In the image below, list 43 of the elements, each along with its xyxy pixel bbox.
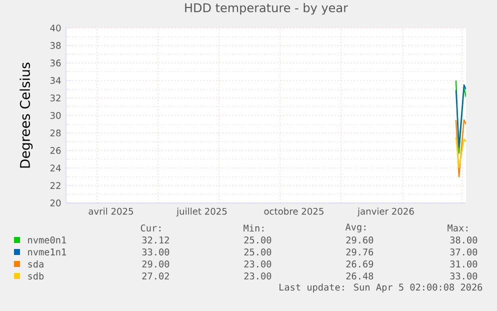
text: Cur:	[140, 224, 160, 232]
y-tick-label: 32	[50, 94, 60, 102]
y-tick-label: 30	[50, 112, 61, 119]
text: 33.00	[142, 248, 170, 256]
text: 37.00	[450, 248, 478, 256]
text: 27.02	[142, 272, 169, 280]
text: 29.60	[346, 236, 374, 244]
y-tick-label: 22	[50, 182, 60, 189]
x-tick-label: octobre 2025	[264, 208, 324, 215]
y-tick-label: 20	[50, 200, 61, 206]
x-tick-label: avril 2025	[88, 208, 134, 215]
y-tick-label: 28	[50, 130, 61, 136]
text: 29.76	[346, 248, 374, 256]
line-series	[455, 136, 466, 169]
chart-title: HDD temperature - by year	[185, 3, 348, 15]
text: Max:	[448, 224, 468, 232]
text: Min:	[244, 224, 264, 232]
text: 23.00	[244, 260, 272, 268]
text: 31.00	[450, 260, 478, 268]
text: 26.48	[346, 272, 374, 280]
text: 23.00	[244, 272, 272, 280]
y-tick-label: 24	[50, 164, 61, 172]
y-tick-label: 40	[50, 24, 61, 32]
text: 29.00	[142, 260, 170, 268]
legend-label: sdb	[28, 272, 44, 280]
legend-label: sda	[28, 260, 44, 268]
legend-label: nvme0n1	[28, 236, 66, 244]
text: 25.00	[244, 248, 272, 256]
text: 38.00	[450, 236, 478, 244]
text: 26.69	[346, 260, 374, 268]
y-tick-label: 34	[50, 77, 61, 84]
legend-label: nvme1n1	[28, 248, 66, 256]
y-tick-label: 38	[50, 42, 61, 49]
text: Last update: Sun Apr 5 02:00:08 2026	[280, 283, 482, 293]
x-tick-label: janvier 2026	[357, 208, 414, 216]
text: 25.00	[244, 236, 272, 244]
y-axis-title: Degrees Celsius	[20, 62, 33, 168]
text: 32.12	[142, 236, 169, 244]
y-tick-label: 36	[50, 60, 61, 66]
y-tick-label: 26	[50, 147, 61, 154]
x-tick-label: juillet 2025	[176, 208, 227, 216]
text: 33.00	[450, 272, 478, 280]
text: Avg:	[345, 224, 366, 232]
